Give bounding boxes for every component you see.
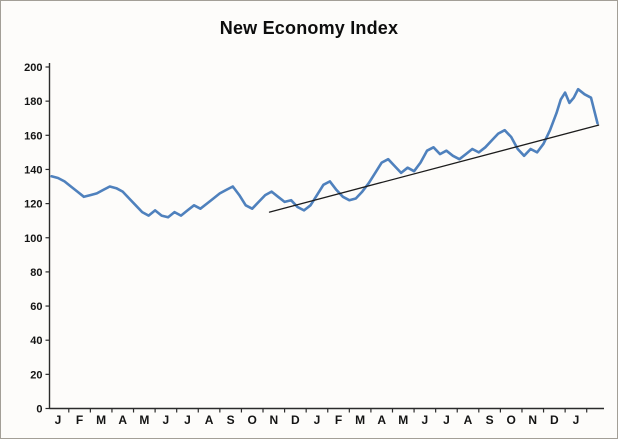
y-tick-label: 180 <box>24 96 42 108</box>
y-axis: 0 20 40 60 80 100 120 140 160 180 200 <box>24 62 50 416</box>
x-tick-label: M <box>355 413 365 427</box>
x-tick-label: F <box>335 413 342 427</box>
x-tick-label: A <box>464 413 473 427</box>
x-tick-label: O <box>248 413 257 427</box>
x-tick-label: M <box>398 413 408 427</box>
y-tick-label: 100 <box>24 233 42 245</box>
x-tick-label: J <box>184 413 191 427</box>
chart-title: New Economy Index <box>219 18 399 38</box>
x-tick-label: A <box>377 413 386 427</box>
x-tick-label: O <box>507 413 516 427</box>
series-linear-trend-line <box>268 124 600 213</box>
y-tick-label: 0 <box>36 404 42 416</box>
x-tick-label: J <box>163 413 170 427</box>
x-tick-label: F <box>76 413 83 427</box>
x-tick-label: D <box>291 413 300 427</box>
x-tick-label: J <box>443 413 450 427</box>
x-tick-label: D <box>550 413 559 427</box>
x-tick-label: J <box>422 413 429 427</box>
x-tick-label: S <box>486 413 494 427</box>
x-tick-label: M <box>96 413 106 427</box>
y-tick-label: 40 <box>30 335 42 347</box>
x-tick-label: A <box>118 413 127 427</box>
y-tick-label: 160 <box>24 130 42 142</box>
x-tick-label: M <box>139 413 149 427</box>
x-tick-label: J <box>314 413 321 427</box>
x-tick-label: A <box>205 413 214 427</box>
x-tick-label: N <box>269 413 278 427</box>
y-tick-label: 20 <box>30 369 42 381</box>
x-tick-label: J <box>55 413 62 427</box>
y-tick-label: 120 <box>24 199 42 211</box>
x-tick-label: S <box>227 413 235 427</box>
x-tick-label: J <box>573 413 580 427</box>
series-new-economy-index <box>50 87 599 219</box>
y-tick-label: 200 <box>24 62 42 74</box>
y-tick-label: 140 <box>24 164 42 176</box>
y-tick-label: 80 <box>30 267 42 279</box>
x-tick-label: N <box>528 413 537 427</box>
y-tick-label: 60 <box>30 301 42 313</box>
